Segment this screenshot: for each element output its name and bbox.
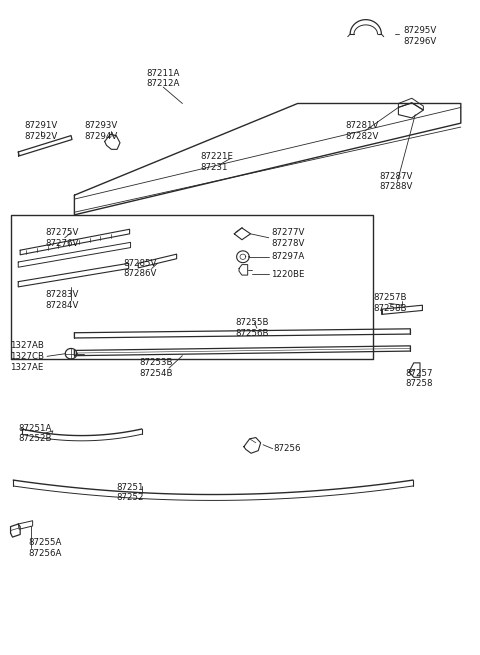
Text: 87287V
87288V: 87287V 87288V [379, 172, 413, 191]
Text: 87275V
87276V: 87275V 87276V [46, 228, 79, 248]
Text: 87285V
87286V: 87285V 87286V [124, 259, 157, 278]
Text: 87253B
87254B: 87253B 87254B [139, 358, 173, 378]
Text: 87251A
87252B: 87251A 87252B [18, 424, 52, 443]
Text: 87293V
87294V: 87293V 87294V [84, 121, 117, 141]
Text: 87281V
87282V: 87281V 87282V [346, 121, 379, 141]
Text: 87257
87258: 87257 87258 [406, 369, 433, 388]
Text: 87211A
87212A: 87211A 87212A [146, 69, 180, 88]
Text: 1327AB
1327CB
1327AE: 1327AB 1327CB 1327AE [10, 341, 44, 371]
Text: 87297A: 87297A [271, 252, 304, 261]
Text: 87257B
87258B: 87257B 87258B [373, 293, 407, 313]
Text: 87256: 87256 [274, 444, 301, 453]
Text: 87291V
87292V: 87291V 87292V [24, 121, 57, 141]
Text: 87221E
87231: 87221E 87231 [201, 152, 234, 172]
Text: 87251
87252: 87251 87252 [117, 483, 144, 502]
Text: 87283V
87284V: 87283V 87284V [46, 290, 79, 310]
Text: 87295V
87296V: 87295V 87296V [403, 26, 436, 46]
Text: 87277V
87278V: 87277V 87278V [271, 228, 305, 248]
Text: 87255A
87256A: 87255A 87256A [29, 538, 62, 558]
Text: 1220BE: 1220BE [271, 270, 305, 279]
Text: 87255B
87256B: 87255B 87256B [235, 318, 269, 338]
